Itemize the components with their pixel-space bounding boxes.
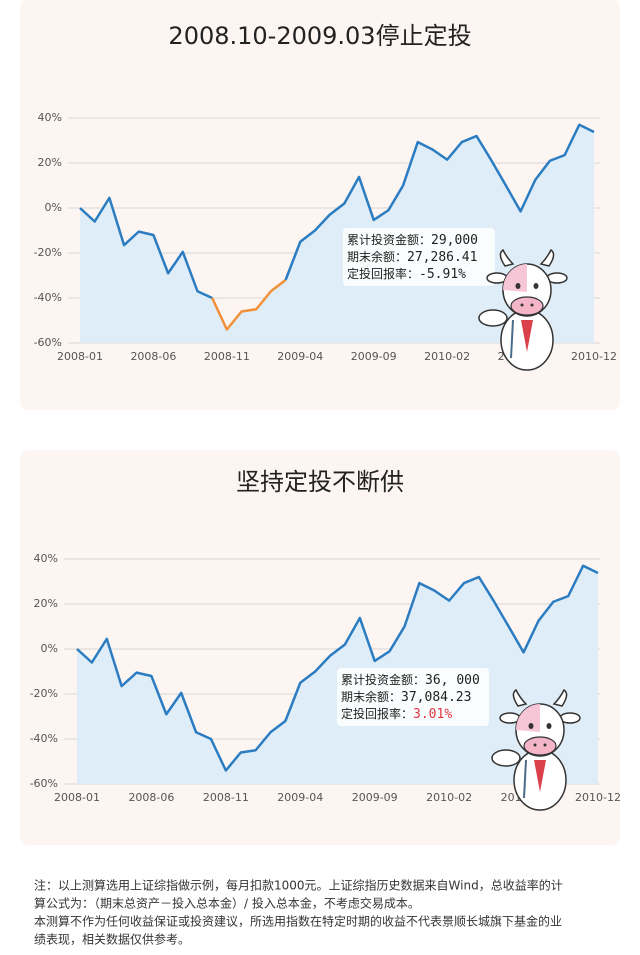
x-tick-label: 2008-06	[128, 791, 174, 804]
annotation-label: 定投回报率：	[347, 266, 419, 281]
annotation: 累计投资金额：29,000	[347, 232, 478, 248]
x-tick-label: 2008-01	[54, 791, 100, 804]
y-tick-label: -60%	[30, 777, 58, 790]
annotation-label: 定投回报率：	[341, 706, 413, 721]
line	[76, 564, 599, 772]
annotation: 期末余额：37,084.23	[341, 689, 471, 705]
x-tick-label: 2010-02	[426, 791, 472, 804]
annotation: 定投回报率：-5.91%	[347, 266, 466, 282]
annotation-label: 期末余额：	[347, 249, 407, 264]
y-tick-label: 20%	[34, 597, 58, 610]
x-tick-label: 2008-11	[203, 791, 249, 804]
y-tick-label: -40%	[34, 291, 62, 304]
y-tick-label: -60%	[34, 336, 62, 349]
annotation-value: 36, 000	[425, 673, 480, 688]
y-tick-label: 0%	[41, 642, 58, 655]
x-tick-label: 2010-12	[575, 791, 621, 804]
line	[284, 123, 595, 281]
annotation-label: 累计投资金额：	[347, 232, 431, 247]
annotation-value: 29,000	[431, 233, 478, 248]
annotation-value: 27,286.41	[407, 250, 477, 265]
line	[79, 196, 213, 300]
x-tick-label: 2008-11	[204, 350, 250, 363]
x-tick-label: 2008-06	[130, 350, 176, 363]
note: 绩表现，相关数据仅供参考。	[34, 932, 190, 947]
annotation-value: 3.01%	[413, 707, 452, 722]
chart-title: 2008.10-2009.03停止定投	[168, 22, 471, 50]
chart-title: 坚持定投不断供	[236, 468, 404, 496]
y-tick-label: -40%	[30, 732, 58, 745]
annotation: 期末余额：27,286.41	[347, 249, 477, 265]
annotation-label: 期末余额：	[341, 689, 401, 704]
y-tick-label: -20%	[30, 687, 58, 700]
annotation: 累计投资金额：36, 000	[341, 672, 480, 688]
annotation-value: 37,084.23	[401, 690, 471, 705]
y-tick-label: 0%	[45, 201, 62, 214]
annotation: 定投回报率：3.01%	[341, 706, 452, 722]
x-tick-label: 2008-01	[57, 350, 103, 363]
area	[80, 124, 594, 343]
x-tick-label: 2009-09	[351, 350, 397, 363]
annotation-box	[343, 228, 495, 286]
note: 算公式为：（期末总资产－投入总本金）/ 投入总本金，不考虑交易成本。	[34, 896, 420, 911]
annotation-label: 累计投资金额：	[341, 672, 425, 687]
x-tick-label: 2010-12	[571, 350, 617, 363]
note: 本测算不作为任何收益保证或投资建议，所选用指数在特定时期的收益不代表景顺长城旗下…	[34, 914, 562, 929]
annotation-value: -5.91%	[419, 267, 466, 282]
y-tick-label: 40%	[38, 111, 62, 124]
y-tick-label: -20%	[34, 246, 62, 259]
note: 注：以上测算选用上证综指做示例，每月扣款1000元。上证综指历史数据来自Wind…	[34, 878, 563, 893]
y-tick-label: 20%	[38, 156, 62, 169]
annotation-box	[337, 668, 489, 726]
x-tick-label: 2009-04	[277, 350, 323, 363]
x-tick-label: 2009-04	[277, 791, 323, 804]
y-tick-label: 40%	[34, 552, 58, 565]
x-tick-label: 2010-02	[424, 350, 470, 363]
x-tick-label: 2009-09	[352, 791, 398, 804]
line	[211, 279, 287, 331]
